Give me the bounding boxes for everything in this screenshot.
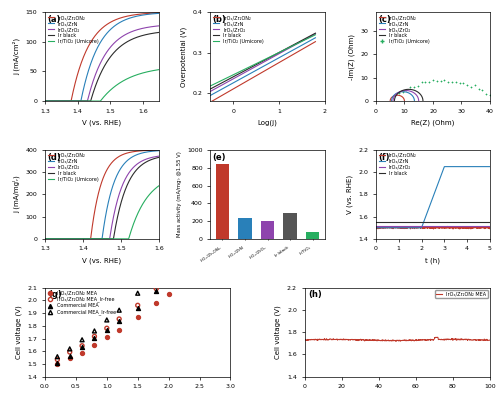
Point xyxy=(414,83,422,89)
Point xyxy=(152,300,160,307)
Bar xyxy=(306,232,320,239)
Text: (a): (a) xyxy=(48,15,60,24)
Point xyxy=(134,313,141,320)
Text: (d): (d) xyxy=(48,153,61,162)
Point xyxy=(196,245,203,252)
X-axis label: V (vs. RHE): V (vs. RHE) xyxy=(82,257,122,264)
Bar xyxy=(238,218,252,239)
Legend: IrOₓ/Zr₂ON₂, IrOₓ/ZrN, IrOₓ/ZrO₂, Ir black, Ir/TiO₂ (Umicore): IrOₓ/Zr₂ON₂, IrOₓ/ZrN, IrOₓ/ZrO₂, Ir bla… xyxy=(48,15,99,45)
Text: (c): (c) xyxy=(378,15,391,24)
Legend: IrOₓ/Zr₂ON₂ MEA, IrOₓ/Zr₂ON₂ MEA_Ir-free, Commercial MEA, Commercial MEA_Ir-free: IrOₓ/Zr₂ON₂ MEA, IrOₓ/Zr₂ON₂ MEA_Ir-free… xyxy=(48,290,116,315)
Text: (f): (f) xyxy=(378,153,390,162)
Point xyxy=(103,327,111,333)
X-axis label: Log(j): Log(j) xyxy=(258,119,278,126)
Point xyxy=(66,355,74,361)
Y-axis label: -Im(Z) (Ohm): -Im(Z) (Ohm) xyxy=(348,34,355,80)
Point xyxy=(196,266,203,272)
Point xyxy=(134,302,141,309)
Point xyxy=(482,91,490,97)
Point xyxy=(134,290,141,296)
Y-axis label: j (mA/mgᴵᵣ): j (mA/mgᴵᵣ) xyxy=(12,175,20,213)
Point xyxy=(422,79,430,85)
Point xyxy=(90,335,98,341)
Point xyxy=(54,359,62,366)
Point xyxy=(152,286,160,292)
Legend: IrOₓ/Zr₂ON₂ MEA: IrOₓ/Zr₂ON₂ MEA xyxy=(435,290,488,298)
Point xyxy=(456,80,464,86)
Y-axis label: V (vs. RHE): V (vs. RHE) xyxy=(346,175,352,214)
Point xyxy=(54,360,62,367)
Y-axis label: Cell voltage (V): Cell voltage (V) xyxy=(275,305,281,359)
Point xyxy=(90,333,98,340)
Legend: IrOₓ/Zr₂ON₂, IrOₓ/ZrN, IrOₓ/ZrO₂, Ir black: IrOₓ/Zr₂ON₂, IrOₓ/ZrN, IrOₓ/ZrO₂, Ir bla… xyxy=(378,152,417,176)
Point xyxy=(66,352,74,359)
Y-axis label: Cell voltage (V): Cell voltage (V) xyxy=(16,305,22,359)
Y-axis label: Overpotential (V): Overpotential (V) xyxy=(181,26,188,87)
Point xyxy=(115,307,123,313)
Point xyxy=(164,278,172,285)
Point xyxy=(467,84,475,90)
Point xyxy=(406,84,414,90)
Legend: IrOₓ/Zr₂ON₂, IrOₓ/ZrN, IrOₓ/ZrO₂, Ir black, Ir/TiO₂ (Umicore): IrOₓ/Zr₂ON₂, IrOₓ/ZrN, IrOₓ/ZrO₂, Ir bla… xyxy=(378,15,430,45)
Point xyxy=(444,79,452,85)
Bar xyxy=(216,164,229,239)
Point xyxy=(425,79,433,86)
Point xyxy=(103,317,111,323)
Point xyxy=(90,341,98,348)
Text: (h): (h) xyxy=(308,290,322,299)
Point xyxy=(471,82,479,89)
Point xyxy=(394,90,402,97)
Point xyxy=(452,79,460,85)
Point xyxy=(115,318,123,324)
Point xyxy=(78,343,86,349)
X-axis label: Re(Z) (Ohm): Re(Z) (Ohm) xyxy=(412,119,455,126)
Point xyxy=(478,87,486,94)
Bar xyxy=(284,213,297,239)
Point xyxy=(164,291,172,297)
Point xyxy=(78,350,86,356)
Y-axis label: j (mA/cm²): j (mA/cm²) xyxy=(12,38,20,75)
Point xyxy=(103,334,111,340)
Text: (e): (e) xyxy=(212,153,226,162)
Point xyxy=(152,288,160,295)
Point xyxy=(78,344,86,350)
Point xyxy=(474,86,482,92)
Point xyxy=(115,316,123,322)
Legend: IrOₓ/Zr₂ON₂, IrOₓ/ZrN, IrOₓ/ZrO₂, Ir black, Ir/TiO₂ (Umicore): IrOₓ/Zr₂ON₂, IrOₓ/ZrN, IrOₓ/ZrO₂, Ir bla… xyxy=(213,15,264,45)
Point xyxy=(90,328,98,334)
Text: (b): (b) xyxy=(212,15,226,24)
Point xyxy=(418,79,426,85)
Point xyxy=(54,356,62,363)
Point xyxy=(54,354,62,360)
Point xyxy=(440,77,448,83)
Point xyxy=(196,248,203,255)
X-axis label: t (h): t (h) xyxy=(426,257,440,264)
Point xyxy=(436,77,444,84)
Point xyxy=(460,79,468,86)
Point xyxy=(66,345,74,352)
Point xyxy=(486,92,494,98)
Point xyxy=(402,86,410,93)
Point xyxy=(429,77,437,84)
Y-axis label: Mass activity (mA/mgᴵᵣ @1.55 V): Mass activity (mA/mgᴵᵣ @1.55 V) xyxy=(177,151,182,237)
Point xyxy=(115,327,123,333)
X-axis label: V (vs. RHE): V (vs. RHE) xyxy=(82,119,122,126)
Point xyxy=(463,82,471,88)
Point xyxy=(164,258,172,265)
Point xyxy=(196,225,203,231)
Legend: IrOₓ/Zr₂ON₂, IrOₓ/ZrN, IrOₓ/ZrO₂, Ir black, Ir/TiO₂ (Umicore): IrOₓ/Zr₂ON₂, IrOₓ/ZrN, IrOₓ/ZrO₂, Ir bla… xyxy=(48,152,99,182)
Point xyxy=(410,84,418,91)
Point xyxy=(152,272,160,279)
Point xyxy=(448,79,456,86)
Point xyxy=(164,273,172,280)
Bar xyxy=(260,221,274,239)
Point xyxy=(433,78,441,84)
Text: (g): (g) xyxy=(48,290,62,299)
Point xyxy=(398,89,406,96)
Point xyxy=(103,325,111,331)
Point xyxy=(66,349,74,355)
Point xyxy=(78,337,86,343)
Point xyxy=(134,305,141,311)
